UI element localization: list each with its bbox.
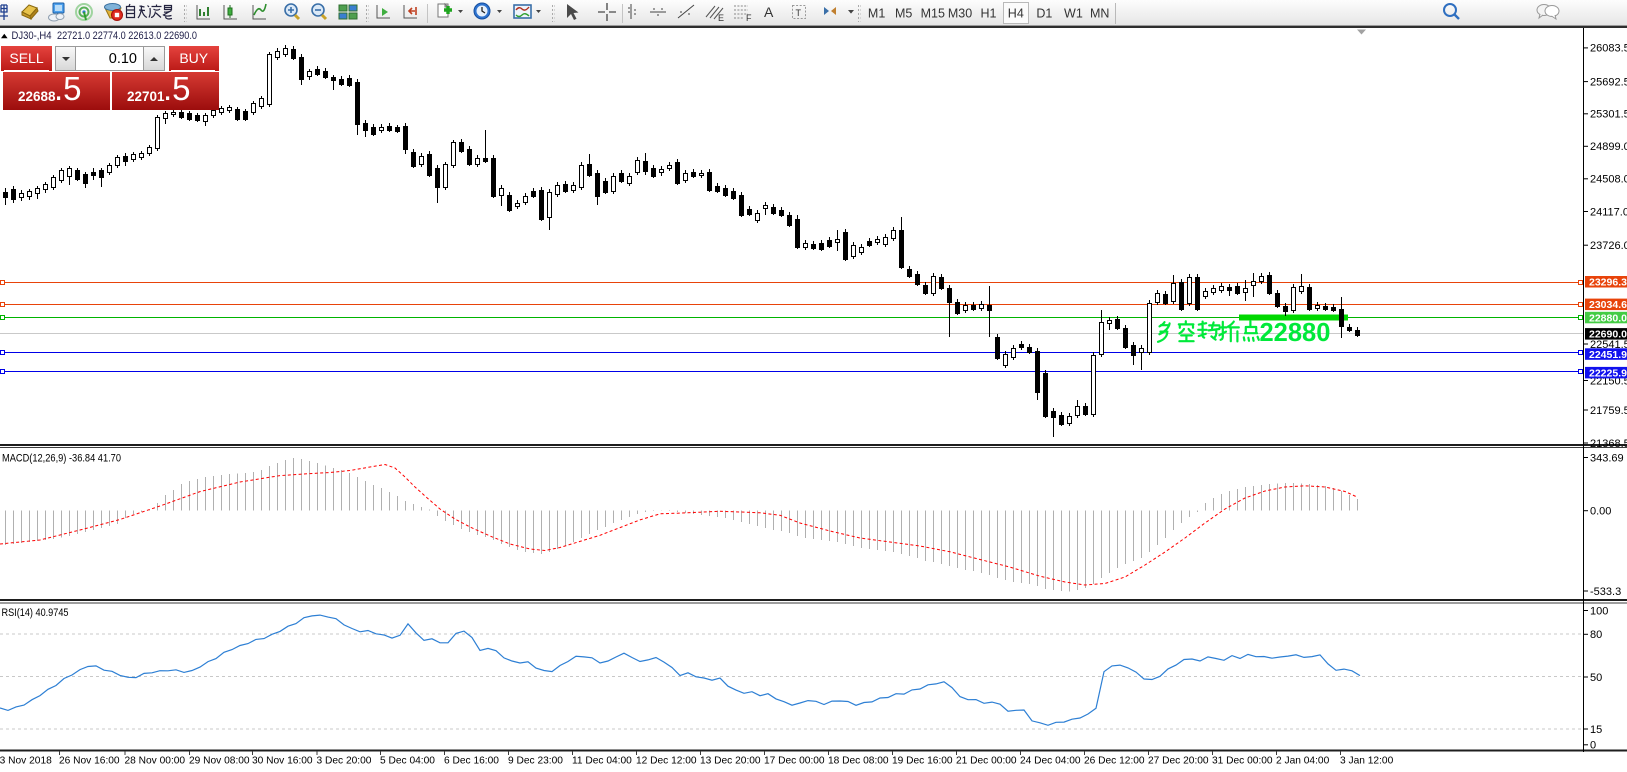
svg-text:24899.0: 24899.0 bbox=[1590, 141, 1627, 153]
svg-text:24 Dec 04:00: 24 Dec 04:00 bbox=[1020, 756, 1081, 767]
svg-text:22690.0: 22690.0 bbox=[1589, 329, 1627, 341]
svg-text:22880: 22880 bbox=[1260, 319, 1331, 347]
svg-text:19 Dec 16:00: 19 Dec 16:00 bbox=[892, 756, 953, 767]
svg-text:22225.9: 22225.9 bbox=[1589, 367, 1627, 379]
svg-text:31 Dec 00:00: 31 Dec 00:00 bbox=[1212, 756, 1273, 767]
svg-text:MACD(12,26,9) -36.84 41.70: MACD(12,26,9) -36.84 41.70 bbox=[2, 453, 121, 465]
svg-text:D1: D1 bbox=[1036, 7, 1052, 21]
svg-text:15: 15 bbox=[1590, 724, 1602, 736]
svg-text:M15: M15 bbox=[921, 7, 945, 21]
svg-text:11 Dec 04:00: 11 Dec 04:00 bbox=[572, 756, 632, 767]
svg-text:29 Nov 08:00: 29 Nov 08:00 bbox=[189, 756, 250, 767]
svg-text:17 Dec 00:00: 17 Dec 00:00 bbox=[764, 756, 825, 767]
svg-text:23 Nov 2018: 23 Nov 2018 bbox=[0, 756, 52, 767]
svg-text:26 Nov 16:00: 26 Nov 16:00 bbox=[59, 756, 120, 767]
svg-text:24117.0: 24117.0 bbox=[1590, 206, 1627, 218]
svg-text:13 Dec 20:00: 13 Dec 20:00 bbox=[700, 756, 761, 767]
svg-text:M30: M30 bbox=[948, 7, 972, 21]
svg-text:0: 0 bbox=[1590, 740, 1596, 752]
svg-text:25692.5: 25692.5 bbox=[1590, 76, 1627, 88]
svg-text:28 Nov 00:00: 28 Nov 00:00 bbox=[125, 756, 186, 767]
svg-text:DJ30-,H4: DJ30-,H4 bbox=[12, 30, 52, 42]
svg-text:A: A bbox=[764, 4, 774, 20]
svg-text:22721.0 22774.0 22613.0 22690.: 22721.0 22774.0 22613.0 22690.0 bbox=[57, 30, 197, 42]
svg-text:23034.6: 23034.6 bbox=[1589, 299, 1627, 311]
svg-text:0.00: 0.00 bbox=[1590, 506, 1611, 518]
svg-text:343.69: 343.69 bbox=[1590, 452, 1624, 464]
svg-text:22541.5: 22541.5 bbox=[1590, 339, 1627, 351]
svg-text:H4: H4 bbox=[1008, 7, 1024, 21]
svg-text:30 Nov 16:00: 30 Nov 16:00 bbox=[252, 756, 313, 767]
svg-text:-533.3: -533.3 bbox=[1590, 586, 1621, 598]
svg-text:3 Jan 12:00: 3 Jan 12:00 bbox=[1340, 756, 1394, 767]
svg-text:100: 100 bbox=[1590, 605, 1608, 617]
svg-text:23296.3: 23296.3 bbox=[1589, 277, 1627, 289]
svg-text:80: 80 bbox=[1590, 629, 1602, 641]
svg-text:25301.5: 25301.5 bbox=[1590, 109, 1627, 121]
svg-text:26083.5: 26083.5 bbox=[1590, 43, 1627, 55]
svg-text:M5: M5 bbox=[895, 7, 912, 21]
svg-text:W1: W1 bbox=[1064, 7, 1083, 21]
svg-text:6 Dec 16:00: 6 Dec 16:00 bbox=[444, 756, 499, 767]
svg-text:22451.9: 22451.9 bbox=[1589, 349, 1627, 361]
svg-text:27 Dec 20:00: 27 Dec 20:00 bbox=[1148, 756, 1209, 767]
svg-text:E: E bbox=[718, 13, 724, 23]
svg-text:MN: MN bbox=[1090, 7, 1109, 21]
svg-text:12 Dec 12:00: 12 Dec 12:00 bbox=[636, 756, 697, 767]
svg-text:18 Dec 08:00: 18 Dec 08:00 bbox=[828, 756, 889, 767]
svg-text:M1: M1 bbox=[868, 7, 885, 21]
svg-text:23726.0: 23726.0 bbox=[1590, 240, 1627, 252]
svg-text:26 Dec 12:00: 26 Dec 12:00 bbox=[1084, 756, 1145, 767]
svg-text:2 Jan 04:00: 2 Jan 04:00 bbox=[1276, 756, 1330, 767]
svg-text:5 Dec 04:00: 5 Dec 04:00 bbox=[380, 756, 435, 767]
svg-text:22880.0: 22880.0 bbox=[1589, 312, 1627, 324]
svg-text:24508.0: 24508.0 bbox=[1590, 174, 1627, 186]
svg-text:9 Dec 23:00: 9 Dec 23:00 bbox=[508, 756, 563, 767]
svg-text:F: F bbox=[746, 13, 752, 23]
svg-text:50: 50 bbox=[1590, 672, 1602, 684]
svg-text:H1: H1 bbox=[981, 7, 997, 21]
svg-text:21368.5: 21368.5 bbox=[1590, 438, 1627, 450]
svg-text:21759.5: 21759.5 bbox=[1590, 405, 1627, 417]
svg-text:21 Dec 00:00: 21 Dec 00:00 bbox=[956, 756, 1017, 767]
svg-text:3 Dec 20:00: 3 Dec 20:00 bbox=[317, 756, 372, 767]
svg-text:T: T bbox=[796, 8, 802, 18]
svg-text:RSI(14) 40.9745: RSI(14) 40.9745 bbox=[2, 607, 69, 619]
